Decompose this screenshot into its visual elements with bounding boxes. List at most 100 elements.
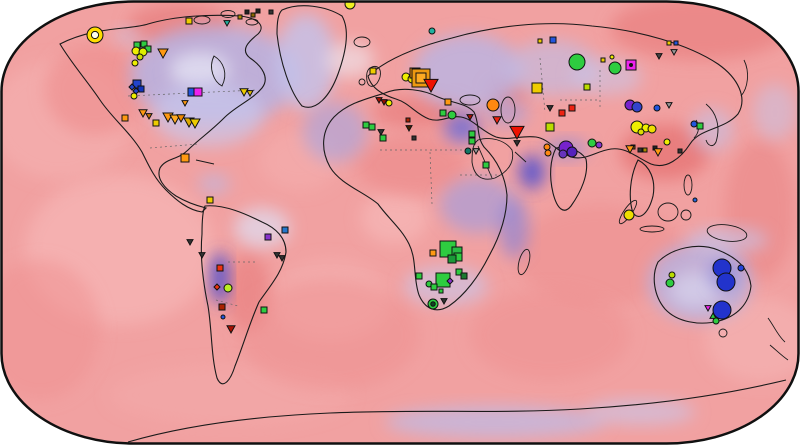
proxy-site-marker — [486, 98, 500, 112]
proxy-site-marker — [137, 85, 145, 93]
proxy-site-marker — [375, 97, 383, 105]
anomaly-blob — [585, 399, 695, 425]
proxy-site-marker — [430, 283, 438, 291]
proxy-site-marker — [169, 114, 181, 126]
coastline-antarctica — [127, 379, 787, 443]
coastline-eurasia — [367, 23, 743, 166]
proxy-site-marker — [255, 8, 261, 14]
anomaly-blob — [234, 208, 290, 248]
proxy-site-marker — [696, 122, 704, 130]
proxy-site-marker — [138, 109, 148, 119]
proxy-site-marker — [220, 314, 226, 320]
proxy-site-marker — [132, 79, 142, 89]
proxy-site-marker — [558, 109, 566, 117]
proxy-site-marker — [716, 272, 736, 292]
border-africa-vertical — [429, 151, 433, 205]
proxy-site-marker — [549, 36, 557, 44]
proxy-site-marker — [145, 113, 153, 121]
anomaly-blob — [45, 45, 145, 135]
proxy-site-marker — [677, 148, 683, 154]
proxy-site-marker — [737, 264, 745, 272]
proxy-site-marker — [492, 116, 502, 126]
coastline-philippines — [683, 174, 693, 196]
anomaly-blob — [240, 280, 420, 390]
anomaly-blob — [170, 52, 230, 88]
proxy-site-marker — [446, 277, 454, 285]
proxy-site-marker — [131, 59, 139, 67]
border-us-canada — [127, 89, 257, 97]
proxy-site-marker — [600, 57, 606, 63]
coastline-new-zealand-north — [767, 317, 786, 343]
proxy-marker-layer — [86, 1, 745, 335]
proxy-site-marker — [281, 226, 289, 234]
proxy-site-marker — [712, 317, 720, 325]
coastline-africa — [323, 88, 508, 311]
proxy-site-marker — [444, 98, 452, 106]
proxy-site-marker — [690, 120, 698, 128]
proxy-site-marker — [239, 88, 249, 98]
anomaly-blob — [470, 290, 630, 380]
border-ural — [539, 57, 546, 113]
proxy-site-marker — [90, 30, 100, 40]
coastline-caspian-sea — [500, 96, 516, 124]
proxy-site-marker — [415, 272, 423, 280]
anomaly-blob — [620, 124, 710, 180]
proxy-site-marker — [152, 119, 160, 127]
proxy-site-marker — [468, 137, 476, 145]
proxy-site-marker — [653, 148, 663, 158]
proxy-site-marker — [218, 303, 226, 311]
proxy-site-marker — [447, 254, 457, 264]
proxy-site-marker — [264, 233, 272, 241]
proxy-site-marker — [244, 9, 250, 15]
proxy-site-marker — [447, 110, 457, 120]
proxy-site-marker — [380, 99, 388, 107]
proxy-site-marker — [712, 300, 732, 320]
anomaly-blob — [515, 205, 685, 305]
proxy-site-marker — [362, 121, 370, 129]
anomaly-blob — [153, 83, 263, 147]
proxy-site-marker — [704, 305, 712, 313]
proxy-site-marker — [185, 17, 193, 25]
anomaly-blob — [326, 42, 374, 78]
anomaly-blob — [688, 227, 768, 253]
proxy-site-marker — [642, 147, 648, 153]
proxy-site-marker — [670, 49, 678, 57]
proxy-site-marker — [130, 92, 138, 100]
coastline-borneo — [657, 202, 679, 222]
proxy-site-marker — [513, 140, 521, 148]
coastline-java — [639, 225, 665, 233]
proxy-site-marker — [181, 100, 189, 108]
proxy-site-marker — [531, 82, 543, 94]
anomaly-blob — [198, 174, 230, 194]
proxy-site-marker — [466, 114, 474, 122]
proxy-site-marker — [537, 38, 543, 44]
proxy-site-marker — [653, 104, 661, 112]
proxy-site-marker — [665, 278, 675, 288]
proxy-site-marker — [186, 239, 194, 247]
proxy-site-marker — [136, 53, 144, 61]
proxy-site-marker — [568, 104, 576, 112]
proxy-site-marker — [121, 114, 129, 122]
coastline-cuba — [195, 159, 215, 165]
anomaly-blob — [385, 406, 605, 438]
proxy-site-marker — [237, 14, 243, 20]
anomaly-blob — [361, 192, 429, 244]
proxy-site-marker — [440, 298, 448, 306]
proxy-site-marker — [428, 27, 436, 35]
proxy-site-marker — [180, 153, 190, 163]
proxy-site-marker — [655, 53, 663, 61]
anomaly-blob — [413, 34, 523, 110]
proxy-site-marker — [260, 306, 268, 314]
coastline-greenland — [276, 5, 347, 108]
coastline-uk — [366, 66, 381, 87]
proxy-site-marker — [595, 141, 603, 149]
coastline-sulawesi — [680, 209, 692, 221]
proxy-site-marker — [637, 128, 645, 136]
proxy-site-marker — [176, 114, 186, 124]
proxy-site-marker — [587, 138, 597, 148]
coastline-iceland — [353, 36, 371, 48]
proxy-site-marker — [558, 149, 568, 159]
proxy-site-marker — [647, 124, 657, 134]
proxy-site-marker — [668, 271, 676, 279]
